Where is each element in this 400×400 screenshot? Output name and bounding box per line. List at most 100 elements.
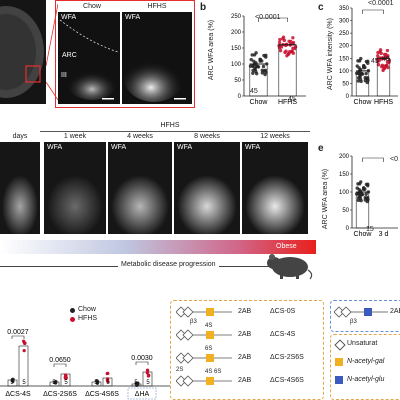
structure-name: ΔCS-4S — [270, 331, 296, 338]
data-point — [248, 64, 253, 68]
wfa-label: WFA — [177, 144, 193, 151]
unsaturated-diamond — [182, 306, 194, 318]
data-point — [106, 379, 110, 384]
legend-hfhs-label: HFHS — [78, 315, 98, 322]
data-point — [260, 68, 264, 72]
panel-a-frame — [55, 0, 195, 108]
chow-header: Chow — [83, 3, 101, 10]
hfhs-header: HFHS — [147, 3, 167, 10]
group-label: ΔCS-4S — [5, 391, 31, 398]
structure-name: ΔCS-4S6S — [270, 377, 304, 384]
significance-bracket — [362, 157, 384, 162]
time-label: 4 weeks — [127, 133, 153, 140]
chow-micrograph: WFA ARC III — [58, 12, 120, 104]
time-micrograph: WFA — [174, 142, 240, 234]
data-point — [291, 46, 295, 50]
data-point — [250, 53, 254, 57]
y-tick-label: 100 — [231, 62, 242, 68]
n-label: 5 — [52, 380, 56, 386]
panel-e-ylabel: ARC WFA area (%) — [322, 168, 329, 230]
data-point — [54, 380, 58, 384]
data-point — [287, 52, 291, 56]
n-label: 5 — [10, 380, 14, 386]
data-point — [290, 49, 294, 53]
chart-b: 0 50 100 150 200 250 Chow HFHS — [231, 14, 306, 106]
time-label: 12 weeks — [260, 133, 290, 140]
data-point — [278, 48, 283, 53]
data-point — [251, 64, 255, 68]
wfa-label: WFA — [47, 144, 63, 151]
data-point — [358, 77, 363, 81]
n-label: 5 — [22, 380, 26, 386]
data-point — [365, 199, 369, 204]
y-tick-label: 50 — [342, 208, 349, 214]
panel-b-letter: b — [200, 2, 207, 13]
data-point — [260, 59, 264, 63]
n-label: 5 — [134, 380, 138, 386]
data-point — [378, 48, 383, 52]
ha-structure — [334, 306, 388, 318]
significance-bracket — [258, 17, 288, 22]
data-point — [263, 68, 268, 73]
ha-ab: 2AB — [390, 308, 400, 315]
significance-bracket — [362, 9, 384, 14]
data-point — [278, 37, 282, 42]
y-tick-label: 200 — [231, 30, 242, 36]
legend-hfhs-dot — [70, 317, 75, 322]
y-tick-label: 150 — [339, 56, 350, 62]
data-point — [363, 76, 367, 80]
y-tick-label: 200 — [339, 154, 350, 160]
y-tick-label: 100 — [339, 190, 350, 196]
obese-label: Obese — [276, 243, 297, 250]
data-point — [287, 39, 291, 43]
sulfation-label: 4S 6S — [205, 369, 222, 375]
data-point — [282, 38, 287, 43]
significance-bracket — [53, 363, 67, 367]
y-tick-label: 150 — [339, 172, 350, 178]
glycan-structure — [176, 375, 232, 387]
data-point — [291, 36, 295, 40]
y-tick-label: 100 — [339, 69, 350, 75]
data-point — [355, 71, 359, 76]
data-point — [355, 192, 359, 196]
data-point — [364, 59, 369, 64]
bar-outline — [249, 63, 268, 97]
wfa-label: WFA — [125, 14, 141, 21]
bar-outline — [355, 191, 370, 229]
data-point — [363, 195, 367, 200]
label-2ab: 2AB — [238, 331, 252, 338]
time-micrograph: WFA — [108, 142, 172, 234]
glcnac-square-icon — [335, 376, 343, 384]
bar-outline — [376, 57, 391, 97]
galnac-square — [206, 308, 214, 316]
panel-e-letter: e — [318, 143, 324, 154]
data-point — [364, 192, 368, 196]
x-category-label: HFHS — [278, 99, 297, 106]
data-point — [363, 187, 367, 191]
y-tick-label: 300 — [339, 19, 350, 25]
data-point — [364, 182, 369, 187]
panel-d-group-label: HFHS — [160, 122, 180, 129]
data-point — [261, 64, 266, 69]
p-value-label: 0.0650 — [49, 357, 71, 364]
panel-b-n-hfhs: 45 — [288, 96, 296, 103]
data-point — [355, 64, 359, 68]
n-label: 5 — [106, 380, 110, 386]
data-point — [385, 63, 389, 67]
y-tick-label: 0 — [346, 226, 350, 232]
mouse-icon — [267, 254, 313, 280]
panel-e-n-chow: 15 — [366, 226, 374, 233]
data-point — [281, 35, 286, 39]
data-point — [359, 71, 363, 76]
sulfation-label: 4S — [205, 323, 213, 329]
glycan-structure — [176, 352, 232, 364]
x-category-label: Chow — [250, 99, 269, 106]
data-point — [147, 373, 151, 377]
brain-overview-image — [0, 0, 46, 104]
chart-c: 0 50 100 150 200 250 300 350 Chow HFHS — [339, 6, 398, 106]
x-category-label: Chow — [354, 231, 373, 238]
data-point — [22, 349, 26, 353]
sulfation-2s-label: 2S — [176, 367, 184, 373]
data-point — [145, 368, 150, 372]
data-point — [363, 65, 367, 70]
